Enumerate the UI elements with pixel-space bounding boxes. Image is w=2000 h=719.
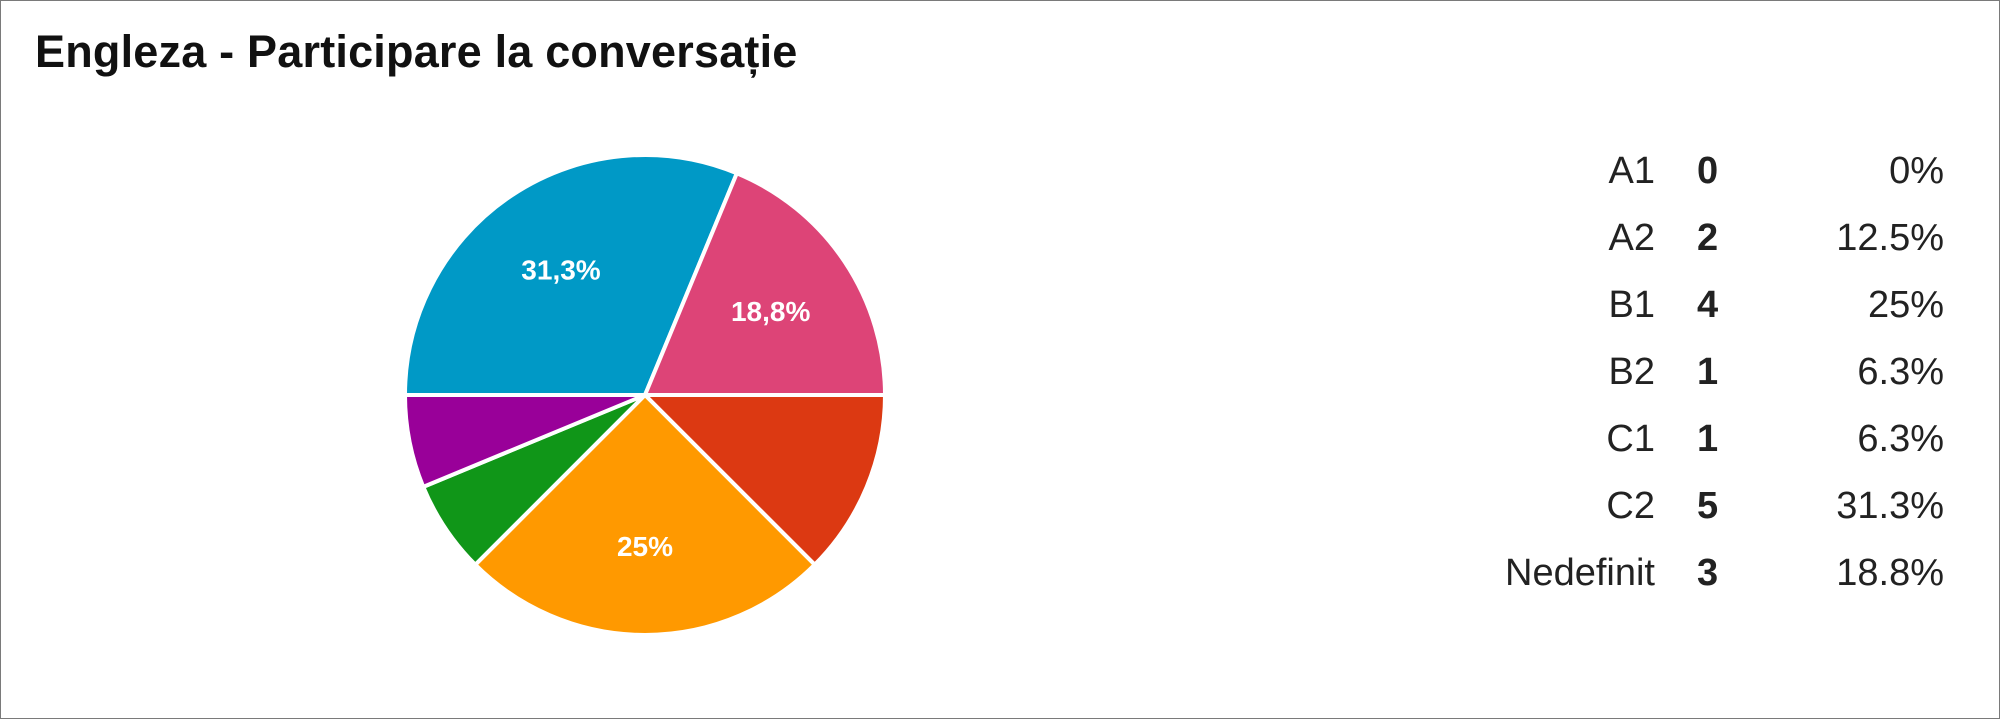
legend-count: 2 xyxy=(1697,217,1719,259)
legend-level: A1 xyxy=(1608,150,1655,192)
legend-level: C1 xyxy=(1606,418,1655,460)
legend-percent: 25% xyxy=(1867,284,1944,326)
legend-percent: 31.3% xyxy=(1836,485,1944,527)
legend-row-nedefinit: Nedefinit 3 18.8% xyxy=(1440,540,1944,607)
legend-count: 1 xyxy=(1697,351,1719,393)
legend-percent: 6.3% xyxy=(1857,351,1944,393)
legend-level: A2 xyxy=(1608,217,1655,259)
legend-percent: 6.3% xyxy=(1857,418,1944,460)
legend-percent: 18.8% xyxy=(1836,552,1944,594)
legend-row-a2: A2 2 12.5% xyxy=(1440,205,1944,272)
legend-level: B1 xyxy=(1608,284,1655,326)
legend-row-c1: C1 1 6.3% xyxy=(1440,406,1944,473)
legend-level: C2 xyxy=(1606,485,1655,527)
pie-slice-c2 xyxy=(403,153,739,397)
legend-table: A1 0 0% A2 2 12.5% B1 4 25% B2 1 6.3% C1 1 6.3% C2 5 31.3… xyxy=(1440,138,1944,607)
pie-slice-nedefinit xyxy=(643,171,887,397)
pie-slice-a2 xyxy=(643,393,887,567)
legend-level: B2 xyxy=(1608,351,1655,393)
legend-level: Nedefinit xyxy=(1505,552,1655,594)
legend-count: 4 xyxy=(1697,284,1719,326)
legend-row-c2: C2 5 31.3% xyxy=(1440,473,1944,540)
legend-count: 1 xyxy=(1697,418,1719,460)
pie-chart: 25% 31,3% 18,8% xyxy=(395,145,895,645)
legend-row-b2: B2 1 6.3% xyxy=(1440,339,1944,406)
slice-label-b1: 25% xyxy=(617,531,673,562)
legend-percent: 12.5% xyxy=(1836,217,1944,259)
legend-count: 5 xyxy=(1697,485,1719,527)
slice-label-nedefinit: 18,8% xyxy=(731,296,810,327)
legend-count: 3 xyxy=(1697,552,1719,594)
slice-label-c2: 31,3% xyxy=(521,254,600,285)
chart-title: Engleza - Participare la conversație xyxy=(35,26,798,77)
legend-percent: 0% xyxy=(1889,150,1944,192)
legend-row-a1: A1 0 0% xyxy=(1440,138,1944,205)
pie-svg: 25% 31,3% 18,8% xyxy=(403,153,887,638)
legend-row-b1: B1 4 25% xyxy=(1440,272,1944,339)
pie-slice-b1 xyxy=(473,393,817,638)
legend-count: 0 xyxy=(1697,150,1719,192)
